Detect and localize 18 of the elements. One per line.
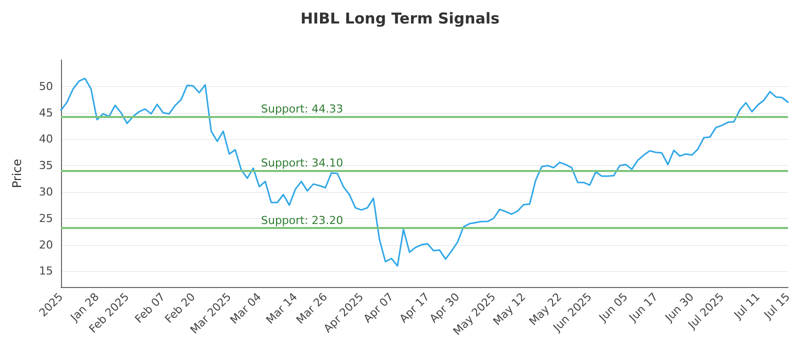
y-tick-label: 50 bbox=[39, 80, 53, 93]
y-tick-label: 30 bbox=[39, 185, 53, 198]
x-tick-label: Apr 17 bbox=[397, 290, 432, 326]
x-tick-label: Apr 07 bbox=[361, 290, 396, 326]
x-tick-label: Jul 11 bbox=[730, 290, 763, 322]
y-tick-label: 35 bbox=[39, 159, 53, 172]
chart-title: HIBL Long Term Signals bbox=[300, 10, 500, 28]
y-tick-label: 20 bbox=[39, 238, 53, 252]
y-tick-label: 15 bbox=[39, 264, 53, 278]
y-tick-label: 40 bbox=[39, 132, 53, 146]
y-tick-label: 25 bbox=[39, 212, 53, 225]
ref-line-label: Support: 34.10 bbox=[261, 156, 344, 170]
x-tick-label: Jul 15 bbox=[760, 290, 793, 322]
ref-line-label: Support: 23.20 bbox=[261, 214, 344, 227]
ref-line-label: Support: 44.33 bbox=[261, 102, 344, 116]
line-series bbox=[60, 78, 789, 267]
y-axis-title: Price bbox=[10, 158, 24, 188]
y-tick-label: 45 bbox=[39, 106, 53, 120]
